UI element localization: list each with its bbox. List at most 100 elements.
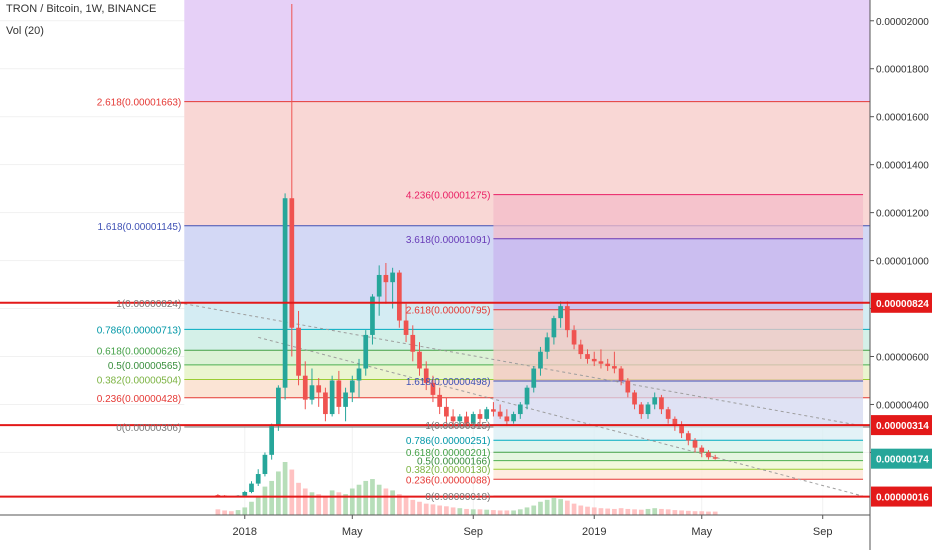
volume-bar xyxy=(484,509,490,515)
fib-big-level-label: 0(0.00000306) xyxy=(116,423,181,434)
volume-bar xyxy=(356,484,362,515)
volume-bar xyxy=(282,462,288,515)
candle xyxy=(612,351,617,374)
fib-big-level-label: 0.382(0.00000504) xyxy=(97,376,182,387)
volume-bar xyxy=(222,510,227,515)
price-tick-label: 0.00001400 xyxy=(876,161,929,172)
candle-body xyxy=(645,404,651,415)
candle xyxy=(349,375,355,403)
fib-small-level-label: 0.382(0.00000130) xyxy=(406,465,491,476)
volume-bar xyxy=(544,499,550,515)
candle-body xyxy=(390,272,395,283)
volume-bar xyxy=(215,509,221,515)
candle-body xyxy=(652,397,658,405)
candle xyxy=(638,402,644,419)
volume-bar xyxy=(430,504,436,515)
candle-body xyxy=(517,404,523,415)
volume-bar xyxy=(612,508,617,515)
volume-bar xyxy=(477,509,483,515)
price-tick-label: 0.00000400 xyxy=(876,400,929,411)
volume-bar xyxy=(551,497,557,515)
candle xyxy=(645,402,651,419)
candle-body xyxy=(632,392,637,405)
candle xyxy=(544,332,550,359)
candle-body xyxy=(329,380,335,415)
candle xyxy=(538,346,543,376)
candle-body xyxy=(685,433,691,441)
volume-bar xyxy=(437,505,443,515)
candle-body xyxy=(289,198,295,328)
time-tick-label: Sep xyxy=(463,526,483,538)
symbol-label[interactable]: TRON / Bitcoin, 1W, BINANCE xyxy=(6,3,157,15)
candle-body xyxy=(672,418,678,427)
candle-body xyxy=(625,380,631,393)
candle-body xyxy=(316,385,322,393)
fib-small-level-label: 0.236(0.00000088) xyxy=(406,475,491,486)
candle-body xyxy=(706,452,711,458)
candle-body xyxy=(638,404,644,415)
candle xyxy=(262,452,268,477)
fib-small-zone xyxy=(493,440,864,453)
candle xyxy=(390,267,395,309)
candle-body xyxy=(437,394,443,407)
price-tag xyxy=(871,486,932,507)
candle-body xyxy=(370,296,375,335)
fib-big-level-label: 0.236(0.00000428) xyxy=(97,394,182,405)
volume-bar xyxy=(470,509,476,515)
candle-body xyxy=(578,344,584,355)
candle xyxy=(423,361,429,391)
volume-bar xyxy=(343,494,348,515)
volume-bar xyxy=(638,509,644,515)
price-tag-label: 0.00000314 xyxy=(876,421,929,432)
candle-body xyxy=(457,416,463,422)
fib-big-level-label: 0.786(0.00000713) xyxy=(97,325,182,336)
candle-body xyxy=(423,368,429,383)
candle xyxy=(477,409,483,424)
candle-body xyxy=(524,387,530,405)
volume-bar xyxy=(571,503,577,515)
fib-small-zone xyxy=(493,452,864,461)
volume-bar xyxy=(396,494,402,515)
candle xyxy=(410,325,416,362)
volume-indicator-label[interactable]: Vol (20) xyxy=(6,25,44,37)
fib-small-level-label: 1(0.00000315) xyxy=(425,421,490,432)
price-tick-label: 0.00001200 xyxy=(876,209,929,220)
fib-big-level-label: 0.618(0.00000626) xyxy=(97,346,182,357)
candle xyxy=(659,394,664,415)
volume-bar xyxy=(679,510,684,515)
chart-legend: TRON / Bitcoin, 1W, BINANCE Vol (20) xyxy=(6,0,156,42)
volume-bar xyxy=(605,508,611,515)
volume-bar xyxy=(497,510,503,515)
candle-body xyxy=(444,406,449,417)
candle xyxy=(625,378,631,398)
candle xyxy=(276,385,281,431)
candle xyxy=(672,416,678,431)
fib-small-level-label: 4.236(0.00001275) xyxy=(406,191,491,202)
candle-body xyxy=(665,409,671,419)
candle-body xyxy=(450,416,456,422)
volume-bar xyxy=(450,507,456,515)
candle xyxy=(578,339,584,359)
fib-small-level-label: 2.618(0.00000795) xyxy=(406,306,491,317)
volume-bar xyxy=(652,508,658,515)
candle-body xyxy=(255,474,261,484)
volume-bar xyxy=(618,508,624,515)
candle-body xyxy=(511,414,516,422)
price-tag-label: 0.00000824 xyxy=(876,299,929,310)
candle-body xyxy=(497,411,503,417)
volume-bar xyxy=(538,501,543,515)
volume-bar xyxy=(632,509,637,515)
candle-body xyxy=(410,334,416,352)
volume-bar xyxy=(706,511,711,515)
candle xyxy=(706,450,711,460)
candle-body xyxy=(464,416,469,424)
volume-bar xyxy=(417,501,422,515)
fib-small-zone xyxy=(493,460,864,470)
volume-bar xyxy=(363,480,369,515)
candle xyxy=(511,411,516,424)
price-tag xyxy=(871,415,932,436)
candle-body xyxy=(363,334,369,369)
candle xyxy=(571,325,577,350)
candle-body xyxy=(692,440,698,448)
